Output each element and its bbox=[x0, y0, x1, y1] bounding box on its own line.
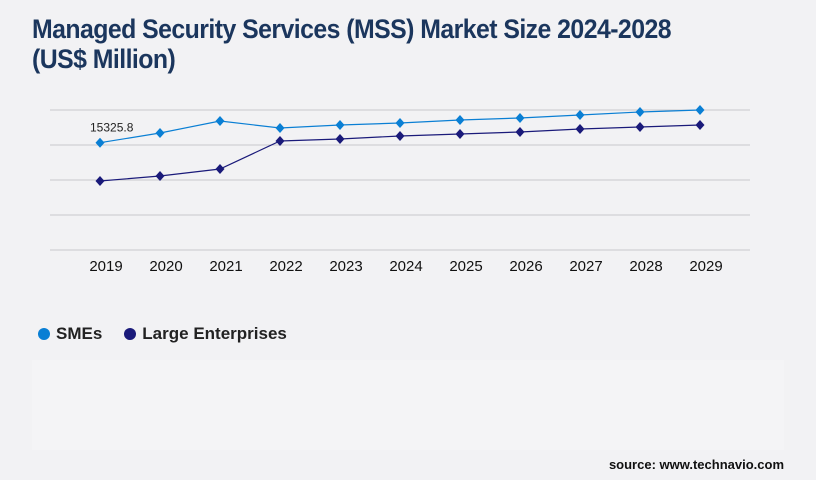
legend-label: Large Enterprises bbox=[142, 324, 287, 343]
legend-item-large-enterprises[interactable]: Large Enterprises bbox=[124, 324, 287, 344]
data-point bbox=[515, 127, 525, 138]
data-point bbox=[95, 137, 105, 148]
legend-item-smes[interactable]: SMEs bbox=[38, 324, 102, 344]
data-point bbox=[635, 107, 645, 118]
data-point bbox=[155, 128, 165, 139]
data-point bbox=[275, 122, 285, 133]
data-point bbox=[455, 115, 465, 126]
x-tick-label: 2029 bbox=[689, 258, 722, 275]
data-point bbox=[575, 109, 585, 120]
chart-title: Managed Security Services (MSS) Market S… bbox=[32, 14, 672, 74]
line-chart: 2019 2020 2021 2022 2023 2024 2025 2026 2027 2028… bbox=[50, 105, 750, 275]
large-enterprises-marker-icon bbox=[124, 328, 137, 340]
data-point bbox=[515, 113, 525, 124]
data-point bbox=[395, 130, 405, 141]
data-point bbox=[215, 115, 225, 126]
data-point bbox=[395, 117, 405, 128]
data-label: 15325.8 bbox=[90, 121, 134, 135]
x-tick-label: 2026 bbox=[509, 258, 542, 275]
background-panel bbox=[32, 360, 784, 450]
x-tick-label: 2023 bbox=[329, 258, 362, 275]
data-point bbox=[335, 134, 345, 145]
data-point bbox=[275, 136, 285, 147]
data-point bbox=[635, 122, 645, 133]
data-point bbox=[215, 164, 225, 175]
x-tick-label: 2028 bbox=[629, 258, 662, 275]
source-text: source: www.technavio.com bbox=[608, 457, 784, 472]
smes-marker-icon bbox=[38, 328, 50, 340]
data-point bbox=[335, 120, 345, 131]
data-point bbox=[575, 123, 585, 134]
x-tick-label: 2022 bbox=[269, 258, 302, 275]
data-point bbox=[695, 105, 705, 115]
data-point bbox=[455, 129, 465, 140]
x-tick-label: 2020 bbox=[149, 258, 182, 275]
data-point bbox=[95, 176, 105, 187]
x-tick-label: 2021 bbox=[209, 258, 242, 275]
x-tick-label: 2025 bbox=[449, 258, 482, 275]
data-point bbox=[695, 120, 705, 131]
legend-label: SMEs bbox=[56, 324, 103, 343]
data-point bbox=[155, 171, 165, 182]
x-tick-label: 2027 bbox=[569, 258, 602, 275]
x-tick-label: 2019 bbox=[89, 258, 122, 275]
legend: SMEs Large Enterprises bbox=[38, 324, 287, 344]
x-tick-label: 2024 bbox=[389, 258, 422, 275]
